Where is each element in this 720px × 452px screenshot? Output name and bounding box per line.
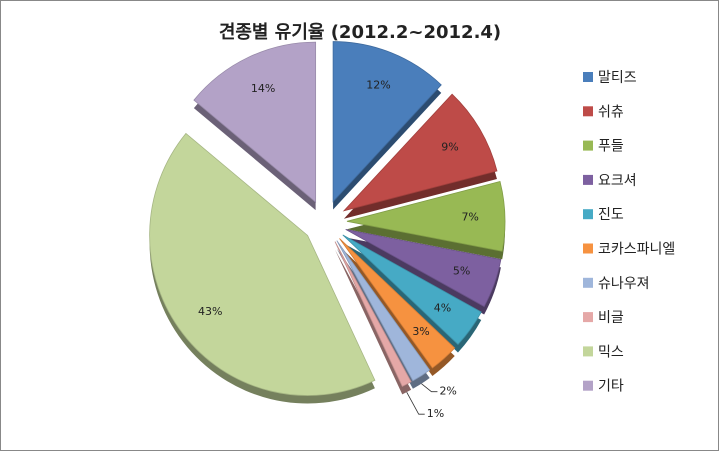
legend-label: 쉬츄: [598, 104, 624, 120]
legend-swatch: [583, 346, 593, 357]
data-label: 12%: [366, 79, 390, 92]
data-label: 4%: [434, 301, 451, 314]
legend-swatch: [583, 209, 593, 220]
legend-swatch: [583, 106, 593, 117]
slice: [334, 241, 412, 387]
data-label: 5%: [453, 265, 470, 278]
data-label: 3%: [412, 325, 429, 338]
data-label: 1%: [427, 407, 444, 420]
legend-label: 진도: [598, 207, 624, 223]
legend-swatch: [583, 243, 593, 254]
leader-line: [421, 383, 438, 393]
legend-label: 요크셔: [598, 173, 637, 189]
slice: [332, 41, 442, 203]
slice: [342, 93, 498, 212]
slice: [193, 41, 317, 203]
legend-label: 기타: [598, 379, 624, 395]
legend-label: 푸들: [598, 139, 624, 155]
slice: [336, 240, 431, 382]
data-label: 2%: [439, 385, 456, 398]
slice: [339, 238, 456, 369]
slice: [345, 229, 502, 308]
leader-line: [406, 391, 425, 415]
slice: [149, 132, 376, 396]
legend-swatch: [583, 312, 593, 323]
legend-swatch: [583, 140, 593, 151]
data-label: 43%: [198, 305, 222, 318]
legend-swatch: [583, 174, 593, 185]
legend-label: 비글: [598, 310, 624, 326]
legend-label: 슈나우져: [598, 276, 650, 292]
legend-swatch: [583, 72, 593, 82]
legend-label: 말티즈: [598, 70, 637, 86]
slice: [346, 181, 506, 252]
legend-label: 코카스파니엘: [598, 242, 675, 258]
slice-side: [345, 237, 501, 315]
data-label: 7%: [461, 210, 478, 223]
legend-swatch: [583, 277, 593, 288]
slice: [342, 234, 482, 346]
legend-label: 믹스: [598, 344, 624, 360]
legend-swatch: [583, 380, 593, 391]
data-label: 9%: [441, 140, 458, 153]
chart-title: 견종별 유기율 (2012.2~2012.4): [219, 22, 501, 43]
data-label: 14%: [251, 82, 275, 95]
